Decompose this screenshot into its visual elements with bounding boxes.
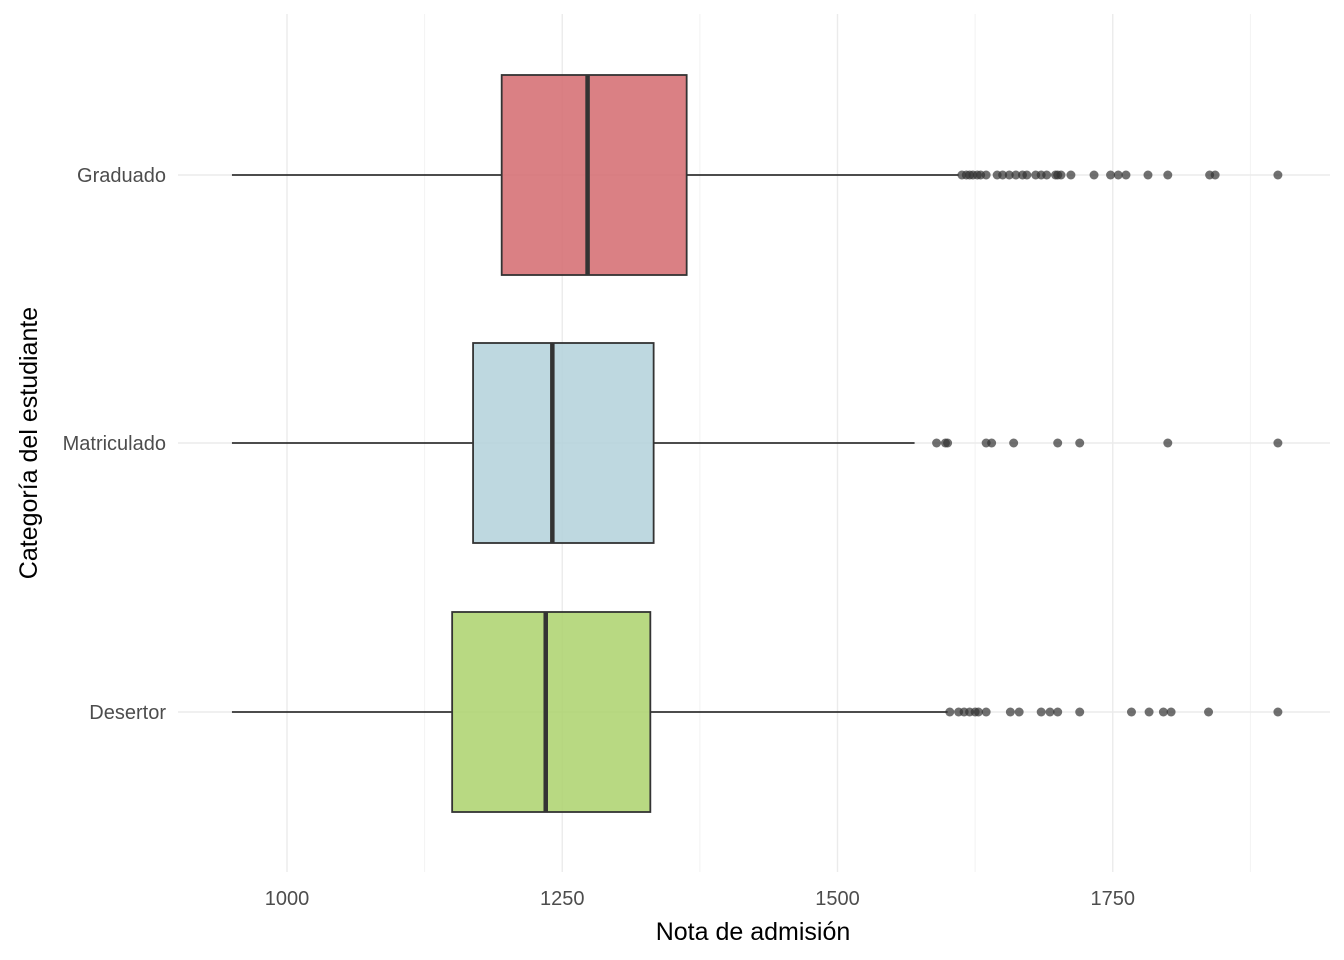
x-tick-label: 1250: [540, 888, 585, 910]
outlier-point: [945, 707, 955, 717]
outlier-point: [987, 438, 997, 448]
outlier-point: [943, 438, 953, 448]
outlier-point: [1126, 707, 1136, 717]
outlier-point: [1022, 170, 1032, 180]
outlier-point: [1066, 170, 1076, 180]
outlier-point: [1009, 438, 1019, 448]
outlier-point: [1210, 170, 1220, 180]
outlier-point: [981, 170, 991, 180]
outlier-point: [1045, 707, 1055, 717]
y-tick-label: Graduado: [77, 165, 166, 187]
boxplot-series: [231, 74, 1283, 813]
outlier-point: [998, 170, 1008, 180]
outlier-point: [1011, 170, 1021, 180]
iqr-box: [472, 342, 655, 544]
outlier-point: [1004, 170, 1014, 180]
axes: 1000 1250 1500 1750 Graduado Matriculado Deser…: [63, 165, 1135, 910]
outlier-point: [981, 707, 991, 717]
outlier-point: [1121, 170, 1131, 180]
outlier-point: [1273, 170, 1283, 180]
outlier-point: [1014, 707, 1024, 717]
outlier-point: [1273, 707, 1283, 717]
outlier-point: [1089, 170, 1099, 180]
outlier-point: [1106, 170, 1116, 180]
iqr-box: [451, 611, 652, 813]
box-graduado: [231, 74, 1283, 276]
outlier-point: [1144, 707, 1154, 717]
x-tick-label: 1750: [1091, 888, 1136, 910]
outlier-point: [1113, 170, 1123, 180]
x-tick-label: 1000: [265, 888, 310, 910]
box-matriculado: [231, 342, 1283, 544]
outlier-point: [1166, 707, 1176, 717]
x-axis-title: Nota de admisión: [656, 918, 851, 946]
outlier-point: [932, 438, 942, 448]
outlier-point: [1163, 438, 1173, 448]
y-axis-title: Categoría del estudiante: [15, 307, 43, 579]
outlier-point: [1056, 170, 1066, 180]
outlier-point: [1075, 438, 1085, 448]
iqr-box: [500, 74, 688, 276]
outlier-point: [1273, 438, 1283, 448]
outlier-point: [1053, 438, 1063, 448]
outlier-point: [1075, 707, 1085, 717]
outlier-point: [1158, 707, 1168, 717]
outlier-point: [1042, 170, 1052, 180]
y-tick-label: Matriculado: [63, 433, 166, 455]
outlier-point: [1143, 170, 1153, 180]
y-tick-label: Desertor: [89, 702, 166, 724]
outlier-point: [1163, 170, 1173, 180]
outlier-point: [1036, 707, 1046, 717]
outlier-point: [1005, 707, 1015, 717]
outlier-point: [1053, 707, 1063, 717]
outlier-point: [973, 707, 983, 717]
box-desertor: [231, 611, 1283, 813]
x-tick-label: 1500: [815, 888, 860, 910]
outlier-point: [1204, 707, 1214, 717]
